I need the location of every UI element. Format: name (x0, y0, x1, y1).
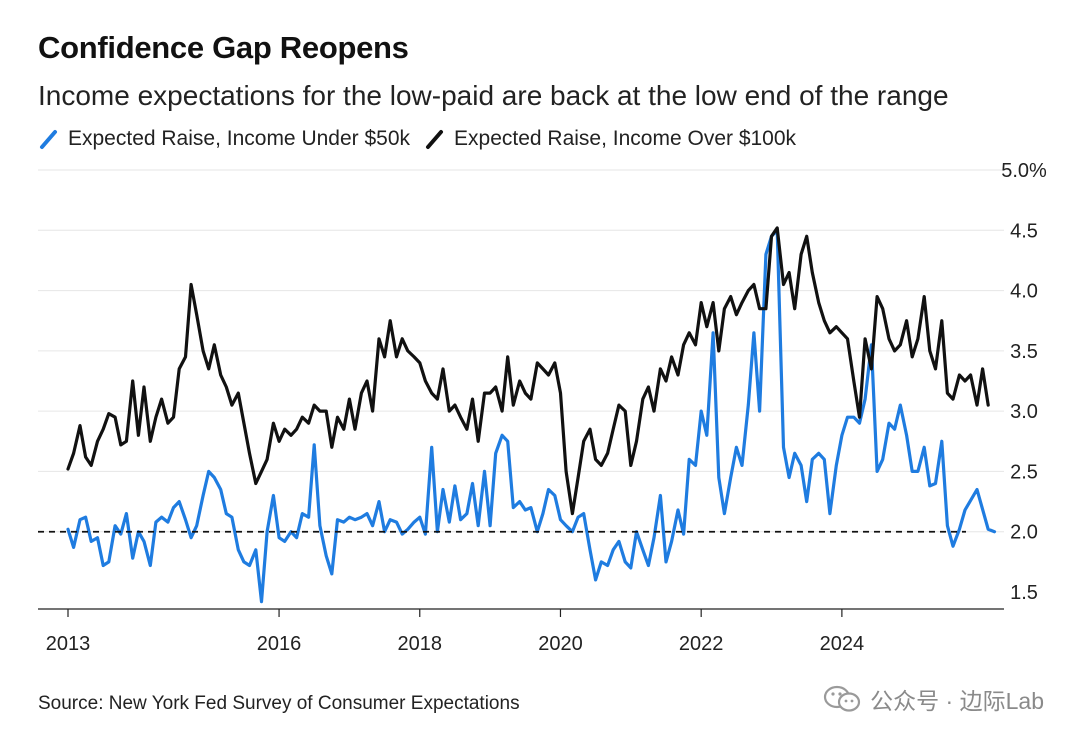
y-tick-label: 4.5 (1010, 220, 1038, 242)
y-tick-label: 2.5 (1010, 461, 1038, 483)
watermark: 公众号 · 边际Lab (822, 682, 1044, 716)
legend-item-over-100k: Expected Raise, Income Over $100k (424, 127, 796, 151)
diagonal-line-icon (40, 130, 57, 149)
y-tick-label: 3.0 (1010, 401, 1038, 423)
chart-subtitle: Income expectations for the low-paid are… (38, 80, 949, 111)
series-line-under-50k (66, 228, 997, 604)
series-line-over-100k (66, 226, 990, 516)
x-tick-label: 2020 (538, 633, 583, 655)
y-tick-label: 4.0 (1010, 281, 1038, 303)
wechat-icon (824, 685, 861, 712)
y-tick-label: 1.5 (1010, 582, 1038, 604)
x-tick-label: 2016 (257, 633, 302, 655)
legend-label-under-50k: Expected Raise, Income Under $50k (68, 127, 411, 150)
diagonal-line-icon (426, 130, 444, 149)
x-tick-label: 2013 (46, 633, 91, 655)
x-tick-label: 2024 (820, 633, 865, 655)
chart-title: Confidence Gap Reopens (38, 30, 409, 65)
y-tick-label: 3.5 (1010, 341, 1038, 363)
legend-label-over-100k: Expected Raise, Income Over $100k (454, 127, 797, 150)
watermark-text: 公众号 · 边际Lab (870, 688, 1044, 714)
x-tick-label: 2022 (679, 633, 724, 655)
y-tick-label: 2.0 (1010, 522, 1038, 544)
x-tick-label: 2018 (398, 633, 443, 655)
legend: Expected Raise, Income Under $50k Expect… (38, 124, 810, 154)
y-tick-label: 5.0% (1001, 160, 1047, 182)
source-note: Source: New York Fed Survey of Consumer … (38, 693, 520, 714)
legend-item-under-50k: Expected Raise, Income Under $50k (38, 127, 410, 151)
